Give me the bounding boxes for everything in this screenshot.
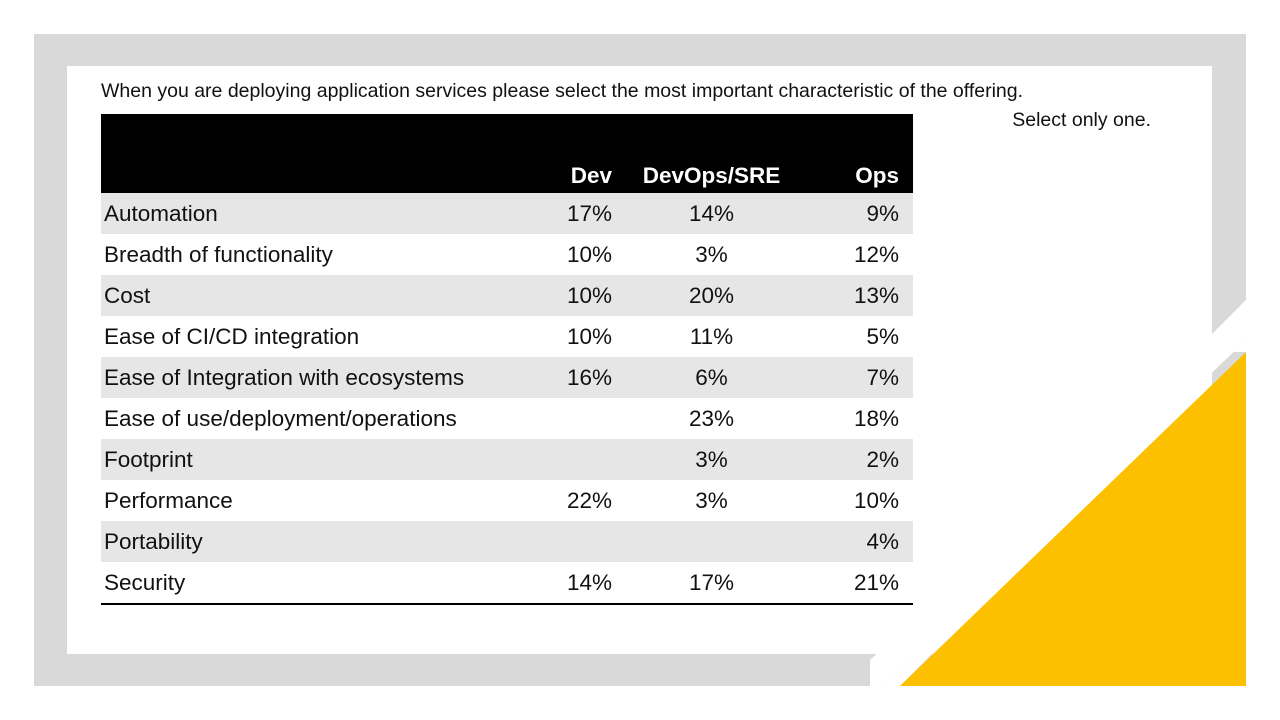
row-label: Performance — [104, 487, 233, 513]
row-label: Footprint — [104, 446, 193, 472]
cell-devops-sre: 11% — [689, 323, 734, 349]
cell-ops: 10% — [853, 487, 899, 513]
header-ops: Ops — [855, 163, 899, 188]
cell-ops: 12% — [853, 241, 899, 267]
row-label: Portability — [104, 528, 203, 554]
question-instruction: Select only one. — [1012, 109, 1151, 131]
cell-dev — [472, 398, 624, 439]
table-row: Ease of CI/CD integration 10% 11% 5% — [101, 316, 913, 357]
row-label: Breadth of functionality — [104, 241, 333, 267]
table-row: Ease of use/deployment/operations 23% 18% — [101, 398, 913, 439]
table-row: Performance 22% 3% 10% — [101, 480, 913, 521]
table-row: Automation 17% 14% 9% — [101, 193, 913, 234]
table-row: Breadth of functionality 10% 3% 12% — [101, 234, 913, 275]
row-label: Ease of CI/CD integration — [104, 323, 360, 349]
cell-ops: 7% — [866, 364, 899, 390]
cell-ops: 13% — [853, 282, 899, 308]
row-label: Cost — [104, 282, 151, 308]
question-text: When you are deploying application servi… — [101, 80, 1024, 102]
cell-ops: 21% — [799, 562, 913, 605]
cell-dev: 10% — [566, 323, 612, 349]
table-row: Portability 4% — [101, 521, 913, 562]
cell-devops-sre: 3% — [695, 487, 728, 513]
cell-dev: 10% — [566, 282, 612, 308]
cell-dev: 16% — [566, 364, 612, 390]
cell-ops: 9% — [866, 200, 899, 226]
cell-dev: 22% — [566, 487, 612, 513]
cell-ops: 2% — [866, 446, 899, 472]
table-row: Footprint 3% 2% — [101, 439, 913, 480]
cell-dev: 10% — [566, 241, 612, 267]
cell-ops: 5% — [866, 323, 899, 349]
cell-devops-sre: 20% — [688, 282, 735, 308]
cell-devops-sre: 14% — [688, 200, 735, 226]
header-blank — [101, 114, 472, 193]
results-table: Dev DevOps/SRE Ops Automation 17% 14% 9% Bre… — [101, 114, 913, 605]
cell-devops-sre: 3% — [695, 446, 728, 472]
cell-ops: 4% — [866, 528, 899, 554]
row-label: Automation — [104, 200, 218, 226]
row-label: Security — [101, 562, 472, 605]
row-label: Ease of use/deployment/operations — [104, 405, 457, 431]
table-row: Security 14% 17% 21% — [101, 562, 913, 605]
header-dev: Dev — [570, 163, 612, 188]
cell-dev — [472, 521, 624, 562]
cell-dev — [472, 439, 624, 480]
row-label: Ease of Integration with ecosystems — [104, 364, 465, 390]
table-header: Dev DevOps/SRE Ops — [101, 114, 913, 193]
cell-devops-sre: 6% — [695, 364, 728, 390]
header-devops-sre: DevOps/SRE — [642, 163, 781, 188]
cell-devops-sre — [624, 521, 799, 562]
table-row: Cost 10% 20% 13% — [101, 275, 913, 316]
survey-question: When you are deploying application servi… — [101, 77, 1151, 135]
yellow-accent-triangle — [900, 352, 1246, 686]
table-row: Ease of Integration with ecosystems 16% 6%… — [101, 357, 913, 398]
cell-dev: 17% — [566, 200, 612, 226]
diagonal-gap-2 — [870, 300, 1246, 686]
cell-ops: 18% — [853, 405, 899, 431]
cell-devops-sre: 3% — [695, 241, 728, 267]
cell-devops-sre: 23% — [688, 405, 735, 431]
cell-dev: 14% — [472, 562, 624, 605]
cell-devops-sre: 17% — [624, 562, 799, 605]
